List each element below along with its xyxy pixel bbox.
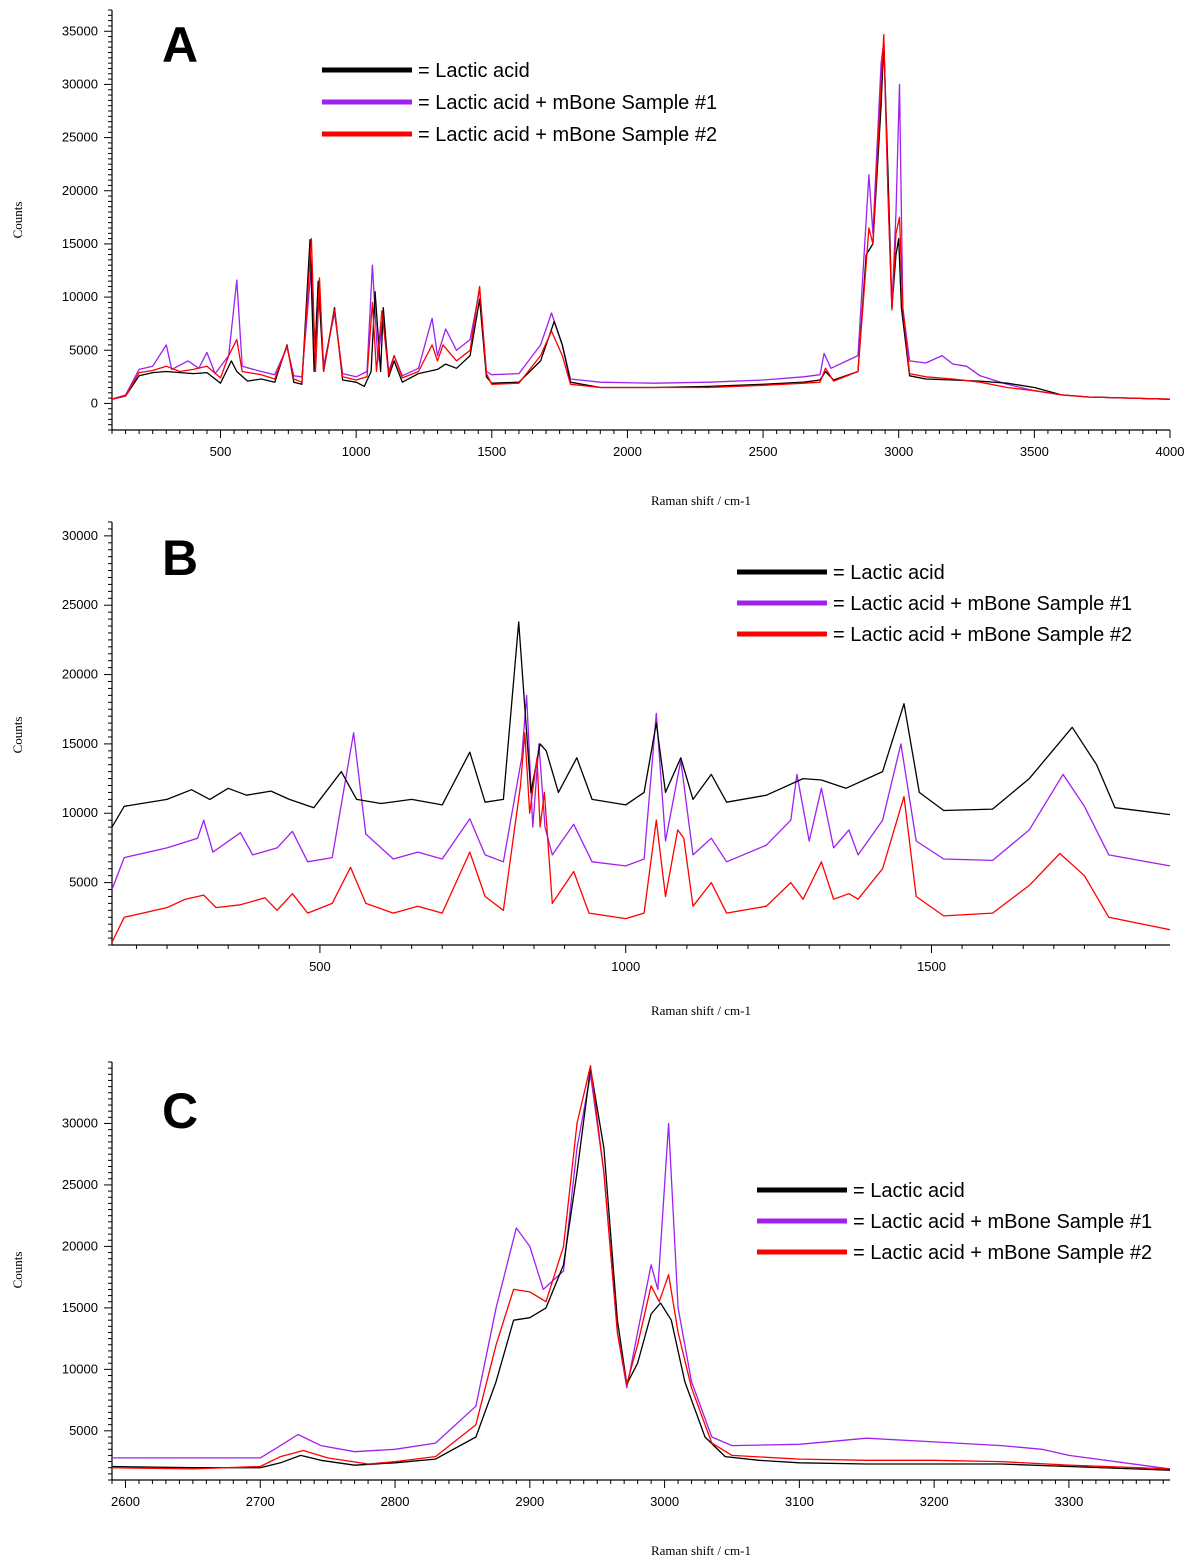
y-tick-label: 25000 [62, 1177, 98, 1192]
legend-label: = Lactic acid + mBone Sample #1 [833, 593, 1132, 615]
panel-c: 5000 10000 15000 20000 25000 30000 2600 2700 280… [10, 1061, 1170, 1558]
x-tick-label: 4000 [1156, 444, 1185, 459]
y-tick-label: 15000 [62, 1300, 98, 1315]
x-tick-label: 3300 [1054, 1494, 1083, 1509]
y-tick-label: 20000 [62, 667, 98, 682]
x-tick-label: 3000 [884, 444, 913, 459]
x-tick-label: 2600 [111, 1494, 140, 1509]
legend-label: = Lactic acid + mBone Sample #2 [418, 124, 717, 146]
panel-a: 0 5000 10000 15000 20000 25000 30000 35000 500 10… [10, 9, 1185, 508]
y-axis-title: Counts [10, 202, 25, 239]
series-line-sample-2 [112, 1065, 1170, 1470]
x-tick-label: 2800 [381, 1494, 410, 1509]
panel-letter: C [162, 1083, 198, 1139]
series-line-lactic-acid [112, 621, 1170, 828]
y-axis-title: Counts [10, 717, 25, 754]
x-tick-label: 500 [309, 959, 331, 974]
x-tick-label: 2900 [515, 1494, 544, 1509]
y-tick-label: 25000 [62, 130, 98, 145]
x-tick-label: 2700 [246, 1494, 275, 1509]
x-tick-label: 3200 [920, 1494, 949, 1509]
x-tick-label: 500 [210, 444, 232, 459]
x-tick-label: 3000 [650, 1494, 679, 1509]
x-tick-label: 2000 [613, 444, 642, 459]
y-tick-label: 15000 [62, 736, 98, 751]
y-tick-label: 20000 [62, 1238, 98, 1253]
legend: = Lactic acid = Lactic acid + mBone Sampl… [757, 1180, 1152, 1264]
y-tick-label: 15000 [62, 236, 98, 251]
x-tick-label: 3100 [785, 1494, 814, 1509]
series-line-sample-1 [112, 1073, 1170, 1470]
y-tick-label: 5000 [69, 342, 98, 357]
y-tick-label: 30000 [62, 528, 98, 543]
y-tick-label: 5000 [69, 1423, 98, 1438]
legend-label: = Lactic acid + mBone Sample #1 [418, 92, 717, 114]
x-tick-label: 1500 [477, 444, 506, 459]
y-tick-label: 10000 [62, 805, 98, 820]
x-axis-title: Raman shift / cm-1 [651, 1543, 751, 1558]
y-tick-label: 30000 [62, 76, 98, 91]
panel-b: 5000 10000 15000 20000 25000 30000 500 1000 1500… [10, 521, 1170, 1018]
panel-letter: B [162, 530, 198, 586]
y-axis-title: Counts [10, 1252, 25, 1289]
series-line-lactic-acid [112, 1067, 1170, 1471]
legend-label: = Lactic acid + mBone Sample #2 [853, 1242, 1152, 1264]
legend: = Lactic acid = Lactic acid + mBone Sampl… [322, 60, 717, 146]
y-tick-label: 10000 [62, 289, 98, 304]
legend-label: = Lactic acid + mBone Sample #1 [853, 1211, 1152, 1233]
x-tick-label: 3500 [1020, 444, 1049, 459]
x-tick-label: 1000 [611, 959, 640, 974]
y-tick-label: 10000 [62, 1361, 98, 1376]
legend-label: = Lactic acid + mBone Sample #2 [833, 624, 1132, 646]
y-tick-label: 20000 [62, 183, 98, 198]
x-axis-title: Raman shift / cm-1 [651, 1003, 751, 1018]
y-tick-label: 35000 [62, 23, 98, 38]
y-tick-label: 5000 [69, 875, 98, 890]
series-line-sample-2 [112, 33, 1170, 400]
x-tick-label: 2500 [749, 444, 778, 459]
series-line-sample-2 [112, 732, 1170, 943]
series-line-sample-1 [112, 41, 1170, 400]
y-tick-label: 30000 [62, 1115, 98, 1130]
x-axis-title: Raman shift / cm-1 [651, 493, 751, 508]
x-tick-label: 1500 [917, 959, 946, 974]
legend-label: = Lactic acid [833, 562, 945, 584]
series-line-sample-1 [112, 694, 1170, 890]
legend-label: = Lactic acid [853, 1180, 965, 1202]
panel-letter: A [162, 17, 198, 73]
legend: = Lactic acid = Lactic acid + mBone Sampl… [737, 562, 1132, 646]
x-tick-label: 1000 [342, 444, 371, 459]
y-tick-label: 25000 [62, 597, 98, 612]
legend-label: = Lactic acid [418, 60, 530, 82]
y-tick-label: 0 [91, 395, 98, 410]
